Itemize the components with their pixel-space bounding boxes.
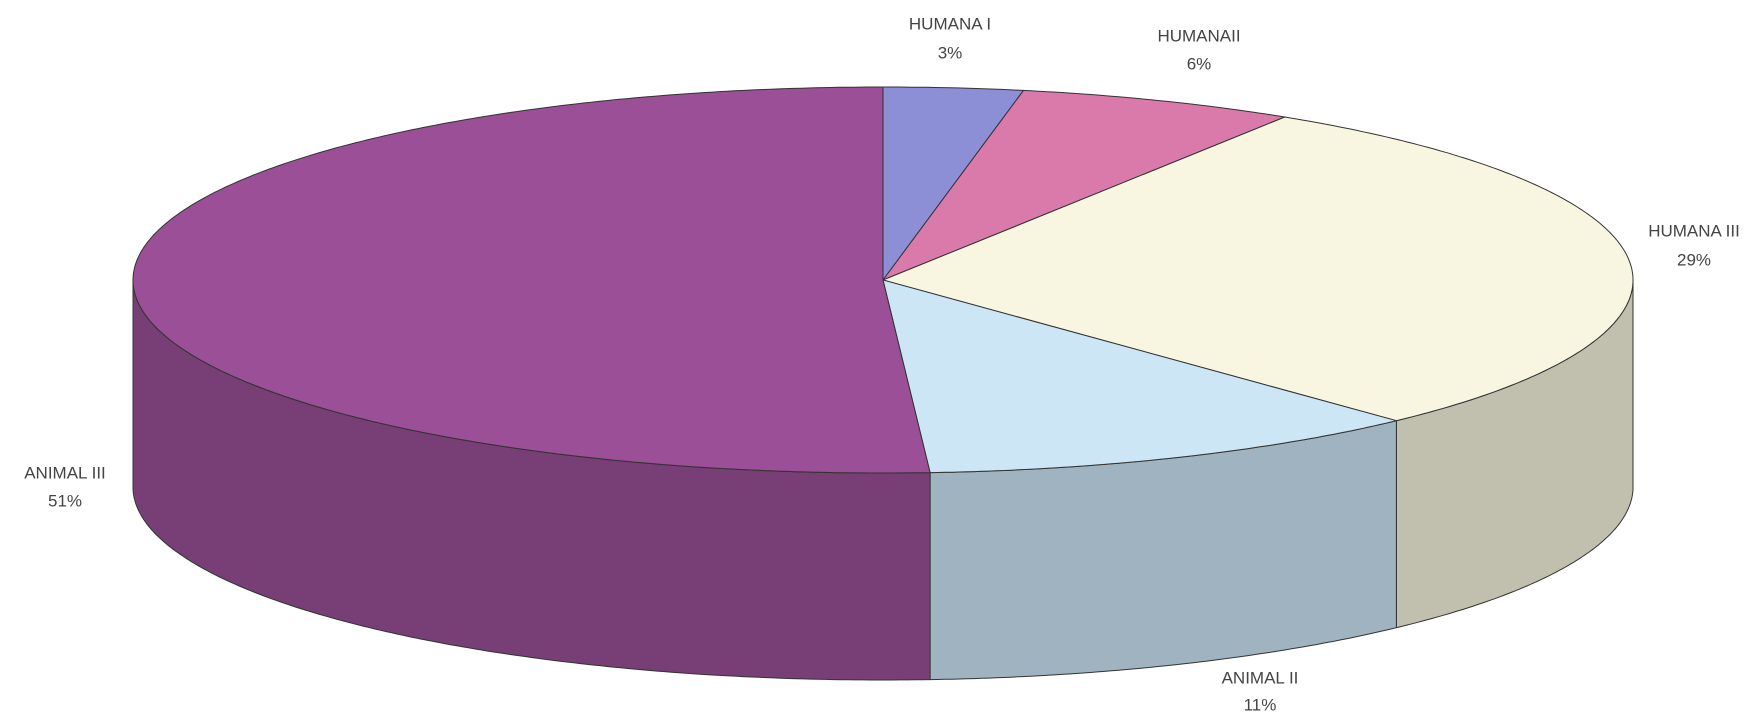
- slice-label: ANIMAL III: [24, 463, 106, 482]
- slice: [882, 279, 1397, 474]
- slice-value-label: 11%: [1244, 695, 1277, 714]
- pie-sides: [132, 279, 1634, 681]
- slice-value-label: 6%: [1187, 54, 1212, 73]
- pie-tops: [132, 86, 1634, 474]
- slice-value-label: 51%: [48, 491, 82, 510]
- slice-label: HUMANA I: [909, 14, 991, 33]
- slice: [882, 116, 1634, 422]
- slice-label: HUMANAII: [1157, 26, 1240, 45]
- labels: HUMANA I 3% HUMANAII 6% HUMANA III 29% ANIMAL …: [24, 14, 1740, 714]
- slice-label: ANIMAL II: [1222, 668, 1299, 687]
- slice-label: HUMANA III: [1648, 221, 1740, 240]
- slice: [132, 86, 931, 474]
- slice: [882, 89, 1286, 281]
- slice: [882, 86, 1024, 281]
- slice-value-label: 3%: [938, 43, 963, 62]
- slice-value-label: 29%: [1677, 250, 1711, 269]
